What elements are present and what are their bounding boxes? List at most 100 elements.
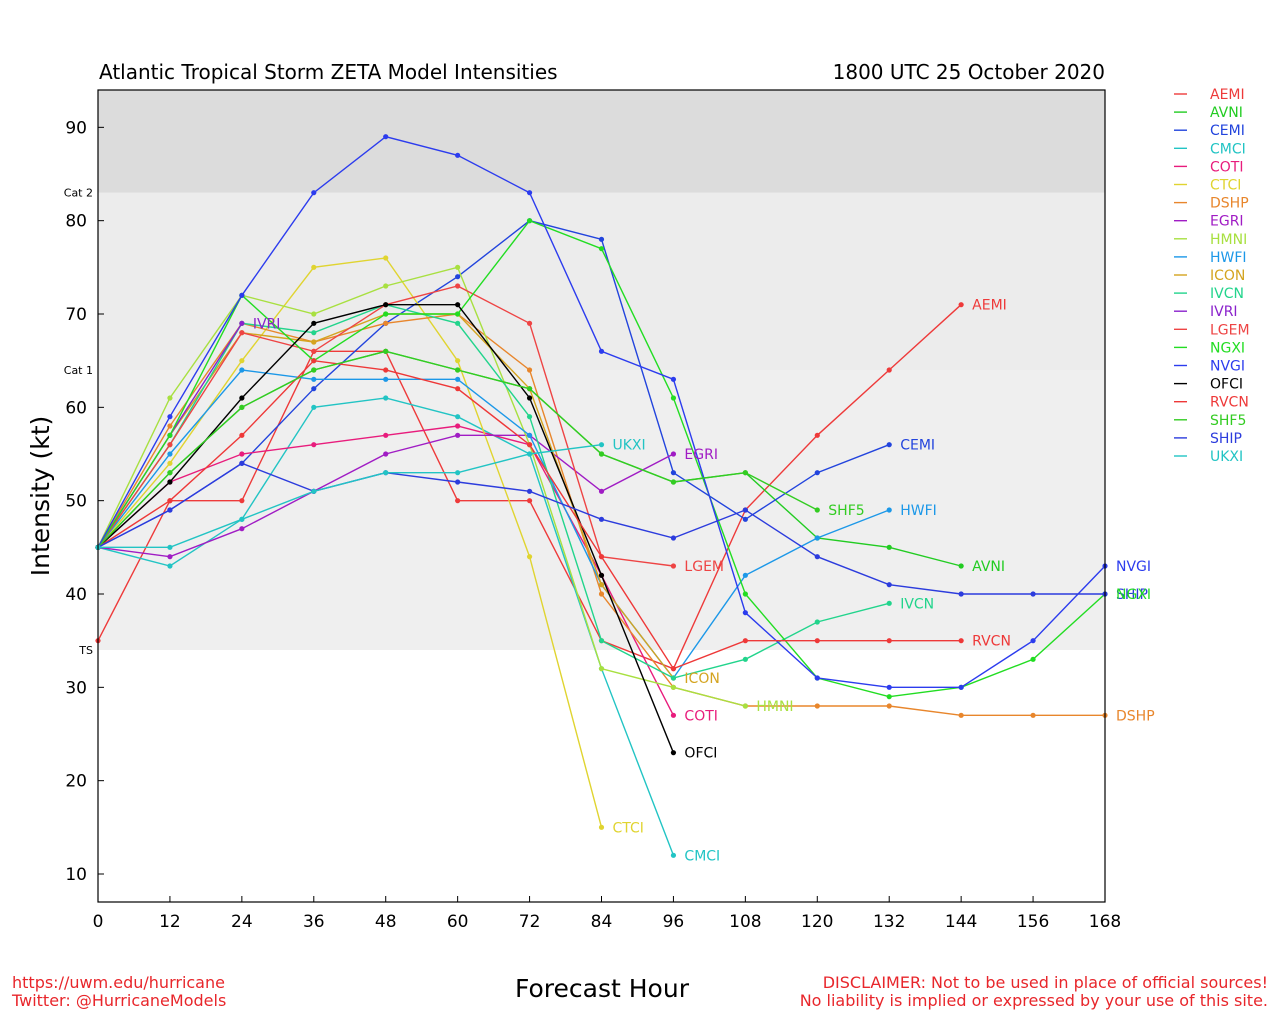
series-line <box>97 369 890 680</box>
data-point <box>383 283 389 289</box>
legend-label: ICON <box>1210 268 1245 284</box>
legend-label: CMCI <box>1210 141 1246 157</box>
data-point <box>670 470 677 476</box>
data-point <box>383 376 389 382</box>
data-point <box>311 339 317 345</box>
data-point <box>455 358 461 364</box>
legend-label: COTI <box>1210 159 1243 175</box>
data-point <box>670 395 677 401</box>
data-point <box>311 348 317 354</box>
data-point <box>526 367 533 373</box>
data-point <box>814 470 820 476</box>
legend-label: EGRI <box>1210 214 1244 230</box>
x-tick-label: 24 <box>231 912 253 932</box>
data-point <box>1030 638 1036 644</box>
footer-url[interactable]: https://uwm.edu/hurricane <box>12 973 225 992</box>
end-label: DSHP <box>1116 708 1155 724</box>
legend-entry: SHIP <box>1174 431 1242 447</box>
data-point <box>886 600 892 606</box>
footer-twitter[interactable]: Twitter: @HurricaneModels <box>12 991 227 1010</box>
data-point <box>526 442 533 448</box>
data-point <box>455 311 461 317</box>
legend-entry: NVGI <box>1174 359 1245 375</box>
legend-entry: AEMI <box>1174 87 1245 103</box>
data-point <box>239 451 245 457</box>
legend-entry: IVRI <box>1174 304 1238 320</box>
data-point <box>383 470 389 476</box>
data-point <box>886 638 892 644</box>
legend-entry: OFCI <box>1174 377 1243 393</box>
data-point <box>598 572 605 578</box>
end-label: EGRI <box>684 447 718 463</box>
end-label: CMCI <box>684 848 720 864</box>
data-point <box>167 479 173 485</box>
end-label: UKXI <box>613 438 646 454</box>
data-point <box>455 470 461 476</box>
data-point <box>311 320 317 326</box>
y-tick-label: 30 <box>65 678 87 698</box>
footer-credits: https://uwm.edu/hurricane Twitter: @Hurr… <box>12 974 226 1010</box>
data-point <box>526 320 533 326</box>
y-tick-label: 40 <box>65 585 87 605</box>
x-tick-label: 84 <box>591 912 613 932</box>
x-tick-label: 132 <box>873 912 905 932</box>
data-point <box>958 591 964 597</box>
y-tick-label: 60 <box>65 398 87 418</box>
data-point <box>526 395 533 401</box>
data-point <box>958 638 964 644</box>
x-tick-label: 48 <box>375 912 397 932</box>
data-point <box>814 638 820 644</box>
data-point <box>526 432 533 438</box>
band-cat-2 <box>98 90 1105 193</box>
data-point <box>455 386 461 392</box>
data-point <box>886 684 892 690</box>
data-point <box>311 386 317 392</box>
data-point <box>598 554 605 560</box>
legend-entry: HWFI <box>1174 250 1247 266</box>
legend-entry: CEMI <box>1174 123 1245 139</box>
data-point <box>670 451 677 457</box>
legend-entry: EGRI <box>1174 214 1244 230</box>
data-point <box>886 703 892 709</box>
end-label: AVNI <box>972 559 1005 575</box>
legend-entry: UKXI <box>1174 449 1243 465</box>
legend-label: IVRI <box>1210 304 1238 320</box>
data-point <box>455 498 461 504</box>
series-ofci <box>95 302 677 756</box>
data-point <box>670 666 677 672</box>
legend-label: RVCN <box>1210 395 1249 411</box>
data-point <box>167 544 173 550</box>
category-bands <box>98 90 1105 650</box>
x-tick-label: 60 <box>447 912 469 932</box>
data-point <box>455 376 461 382</box>
data-point <box>167 554 173 560</box>
data-point <box>526 488 533 494</box>
end-labels: AEMI AVNI CEMI CMCI COTI CTCI DSHP EGRI HMNI HWFI… <box>253 298 1155 865</box>
data-point <box>455 367 461 373</box>
legend-label: NVGI <box>1210 359 1245 375</box>
data-point <box>1030 591 1036 597</box>
end-label: COTI <box>684 708 717 724</box>
data-point <box>311 264 317 270</box>
legend-label: HMNI <box>1210 232 1247 248</box>
y-tick-label: 90 <box>65 118 87 138</box>
data-point <box>742 703 748 709</box>
data-point <box>526 190 533 196</box>
data-point <box>742 516 748 522</box>
data-point <box>239 358 245 364</box>
data-point <box>814 535 820 541</box>
y-tick-label: 50 <box>65 492 87 512</box>
legend-entry: DSHP <box>1174 196 1249 212</box>
data-point <box>311 311 317 317</box>
data-point <box>311 367 317 373</box>
data-point <box>814 619 820 625</box>
end-label: OFCI <box>684 746 717 762</box>
data-point <box>526 451 533 457</box>
legend-entry: ICON <box>1174 268 1245 284</box>
y-axis-title: Intensity (kt) <box>26 416 55 577</box>
band-cat-1 <box>98 192 1105 370</box>
legend-entry: RVCN <box>1174 395 1249 411</box>
data-point <box>886 694 892 700</box>
data-point <box>311 330 317 336</box>
data-point <box>1030 712 1036 718</box>
